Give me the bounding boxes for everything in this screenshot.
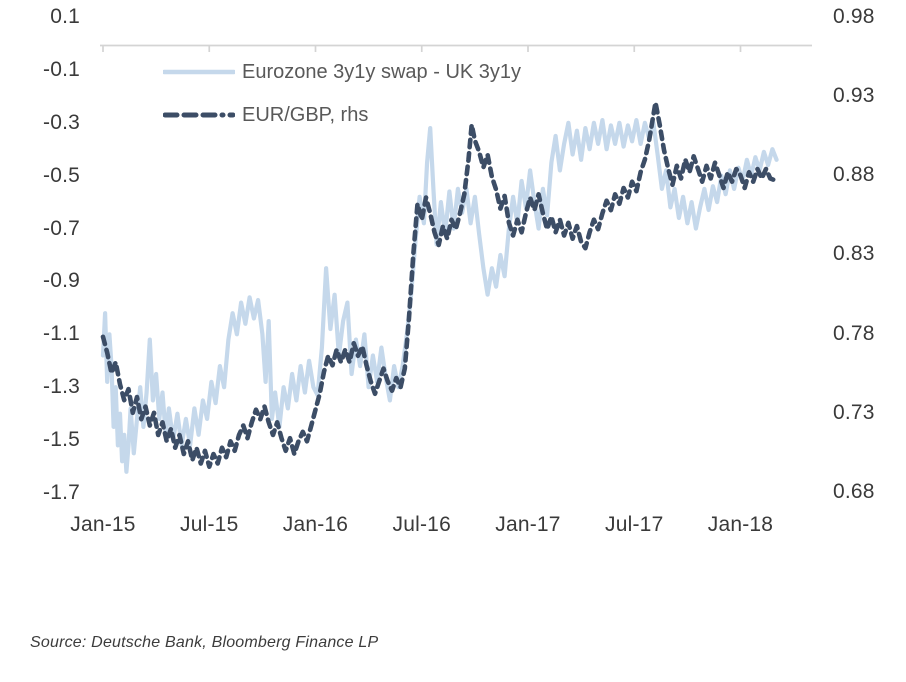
source-note: Source: Deutsche Bank, Bloomberg Finance… — [30, 634, 379, 651]
left-axis-tick-label: -0.1 — [43, 57, 80, 81]
legend-label-eurgbp: EUR/GBP, rhs — [242, 103, 369, 126]
x-axis-tick-label: Jul-15 — [180, 513, 239, 536]
x-axis-tick-label: Jan-16 — [282, 513, 349, 536]
left-axis-tick-label: -1.7 — [43, 480, 80, 504]
left-axis-tick-label: 0.1 — [50, 5, 80, 28]
x-axis-tick-label: Jan-15 — [70, 513, 136, 536]
series-line-swap-spread — [100, 117, 779, 474]
left-axis-tick-label: -1.1 — [43, 322, 80, 346]
left-axis-tick-label: -0.9 — [43, 269, 80, 293]
right-axis-tick-label: 0.83 — [833, 242, 875, 266]
right-axis-tick-label: 0.93 — [833, 84, 875, 108]
legend-label-swap-spread: Eurozone 3y1y swap - UK 3y1y — [242, 60, 522, 83]
right-axis-tick-label: 0.68 — [833, 479, 875, 503]
series-line-eurgbp — [100, 100, 777, 470]
right-axis-tick-label: 0.98 — [833, 5, 875, 28]
x-axis-tick-label: Jul-17 — [605, 513, 664, 536]
left-axis-tick-label: -0.5 — [43, 163, 80, 187]
x-axis-tick-label: Jan-18 — [707, 513, 774, 536]
legend-item-eurgbp: EUR/GBP, rhs — [163, 98, 521, 132]
left-axis-tick-label: -1.3 — [43, 375, 80, 399]
legend-swatch-solid-line — [163, 69, 235, 75]
left-axis-tick-label: -0.3 — [43, 110, 80, 134]
right-axis-tick-label: 0.78 — [833, 321, 875, 345]
legend-item-swap-spread: Eurozone 3y1y swap - UK 3y1y — [163, 55, 521, 89]
legend-swatch-dashed-line — [163, 112, 235, 118]
right-axis-tick-label: 0.88 — [833, 163, 875, 187]
right-axis-tick-label: 0.73 — [833, 400, 875, 424]
x-axis-tick-label: Jan-17 — [495, 513, 561, 536]
legend: Eurozone 3y1y swap - UK 3y1y EUR/GBP, rh… — [163, 55, 521, 141]
x-axis-tick-label: Jul-16 — [392, 513, 451, 536]
left-axis-tick-label: -0.7 — [43, 216, 80, 240]
left-axis-tick-label: -1.5 — [43, 428, 80, 452]
